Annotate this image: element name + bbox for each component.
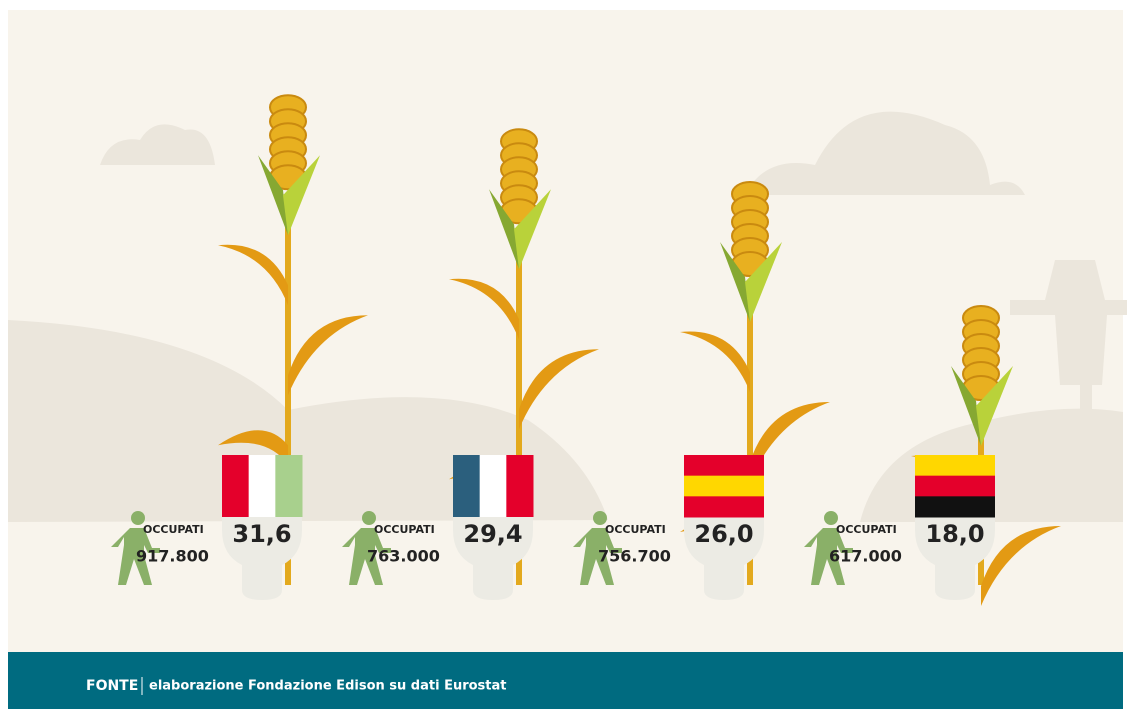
flag bbox=[684, 455, 764, 518]
employed-value: 763.000 bbox=[367, 547, 440, 566]
employed-label: OCCUPATI bbox=[374, 523, 435, 536]
value-label: 31,6 bbox=[232, 520, 291, 548]
flag-stripe bbox=[275, 455, 302, 517]
flag-stripe bbox=[684, 476, 764, 497]
employed-value: 617.000 bbox=[829, 547, 902, 566]
employed-label: OCCUPATI bbox=[143, 523, 204, 536]
flag bbox=[222, 455, 303, 517]
source-label: FONTE bbox=[86, 678, 138, 694]
flag-stripe bbox=[915, 496, 995, 517]
value-label: 29,4 bbox=[463, 520, 522, 548]
flag-stripe bbox=[222, 455, 249, 517]
value-label: 18,0 bbox=[925, 520, 984, 548]
value-label: 26,0 bbox=[694, 520, 753, 548]
employed-label: OCCUPATI bbox=[836, 523, 897, 536]
source: elaborazione Fondazione Edison su dati E… bbox=[149, 679, 507, 694]
employed-value: 917.800 bbox=[136, 547, 209, 566]
employed-value: 756.700 bbox=[598, 547, 671, 566]
employed-label: OCCUPATI bbox=[605, 523, 666, 536]
flag-stripe bbox=[684, 455, 764, 476]
flag-stripe bbox=[915, 455, 995, 476]
flag-stripe bbox=[684, 496, 764, 517]
flag-stripe bbox=[480, 455, 507, 517]
flag bbox=[453, 455, 534, 517]
flag-stripe bbox=[506, 455, 533, 517]
flag bbox=[915, 455, 995, 518]
flag-stripe bbox=[453, 455, 480, 517]
flag-stripe bbox=[915, 476, 995, 497]
flag-stripe bbox=[249, 455, 276, 517]
